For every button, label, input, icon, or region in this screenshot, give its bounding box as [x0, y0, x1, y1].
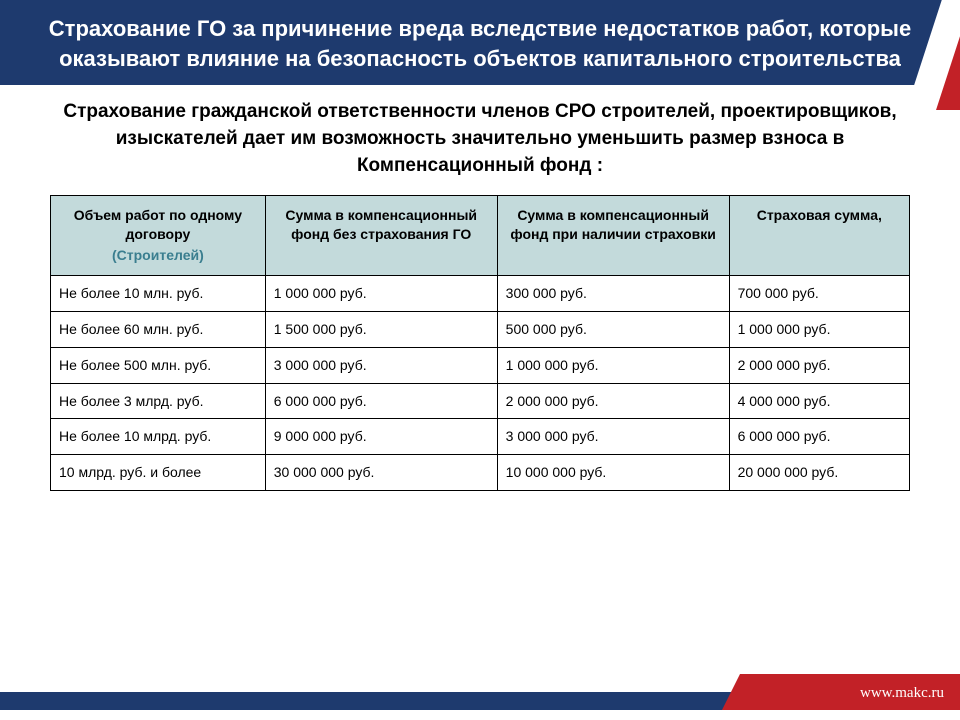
table-cell: 500 000 руб. [497, 311, 729, 347]
table-row: Не более 3 млрд. руб.6 000 000 руб. 2 00… [51, 383, 910, 419]
table-cell: 20 000 000 руб. [729, 455, 909, 491]
col-header-sub: (Строителей) [57, 246, 259, 265]
col-header-volume: Объем работ по одному договору (Строител… [51, 196, 266, 276]
table-cell: 700 000 руб. [729, 275, 909, 311]
col-header-label: Сумма в компенсационный фонд без страхов… [285, 207, 477, 242]
table-cell: 6 000 000 руб. [265, 383, 497, 419]
table-cell: Не более 60 млн. руб. [51, 311, 266, 347]
table-cell: 1 000 000 руб. [729, 311, 909, 347]
table-cell: 1 000 000 руб. [497, 347, 729, 383]
table-container: Объем работ по одному договору (Строител… [0, 195, 960, 491]
table-body: Не более 10 млн. руб.1 000 000 руб.300 0… [51, 275, 910, 490]
table-cell: 4 000 000 руб. [729, 383, 909, 419]
table-cell: 10 000 000 руб. [497, 455, 729, 491]
col-header-label: Объем работ по одному договору [74, 207, 242, 242]
table-cell: 3 000 000 руб. [497, 419, 729, 455]
table-cell: Не более 500 млн. руб. [51, 347, 266, 383]
compensation-table: Объем работ по одному договору (Строител… [50, 195, 910, 491]
col-header-insurance-sum: Страховая сумма, [729, 196, 909, 276]
table-cell: 2 000 000 руб. [729, 347, 909, 383]
table-cell: 1 000 000 руб. [265, 275, 497, 311]
table-row: Не более 10 млн. руб.1 000 000 руб.300 0… [51, 275, 910, 311]
table-row: 10 млрд. руб. и более30 000 000 руб.10 0… [51, 455, 910, 491]
table-cell: Не более 10 млрд. руб. [51, 419, 266, 455]
footer: www.makc.ru [0, 674, 960, 710]
table-head: Объем работ по одному договору (Строител… [51, 196, 910, 276]
table-cell: 6 000 000 руб. [729, 419, 909, 455]
title-band: Страхование ГО за причинение вреда вслед… [0, 0, 960, 85]
table-cell: Не более 10 млн. руб. [51, 275, 266, 311]
table-row: Не более 500 млн. руб.3 000 000 руб.1 00… [51, 347, 910, 383]
col-header-label: Страховая сумма, [757, 207, 882, 223]
table-cell: 30 000 000 руб. [265, 455, 497, 491]
table-cell: 1 500 000 руб. [265, 311, 497, 347]
table-cell: 300 000 руб. [497, 275, 729, 311]
table-cell: 3 000 000 руб. [265, 347, 497, 383]
page-title: Страхование ГО за причинение вреда вслед… [49, 16, 911, 71]
table-cell: 2 000 000 руб. [497, 383, 729, 419]
table-row: Не более 10 млрд. руб.9 000 000 руб. 3 0… [51, 419, 910, 455]
col-header-without-insurance: Сумма в компенсационный фонд без страхов… [265, 196, 497, 276]
table-row: Не более 60 млн. руб.1 500 000 руб.500 0… [51, 311, 910, 347]
col-header-with-insurance: Сумма в компенсационный фонд при наличии… [497, 196, 729, 276]
table-cell: 9 000 000 руб. [265, 419, 497, 455]
table-cell: Не более 3 млрд. руб. [51, 383, 266, 419]
table-cell: 10 млрд. руб. и более [51, 455, 266, 491]
footer-url: www.makc.ru [860, 685, 944, 702]
subtitle: Страхование гражданской ответственности … [0, 85, 960, 195]
col-header-label: Сумма в компенсационный фонд при наличии… [510, 207, 716, 242]
